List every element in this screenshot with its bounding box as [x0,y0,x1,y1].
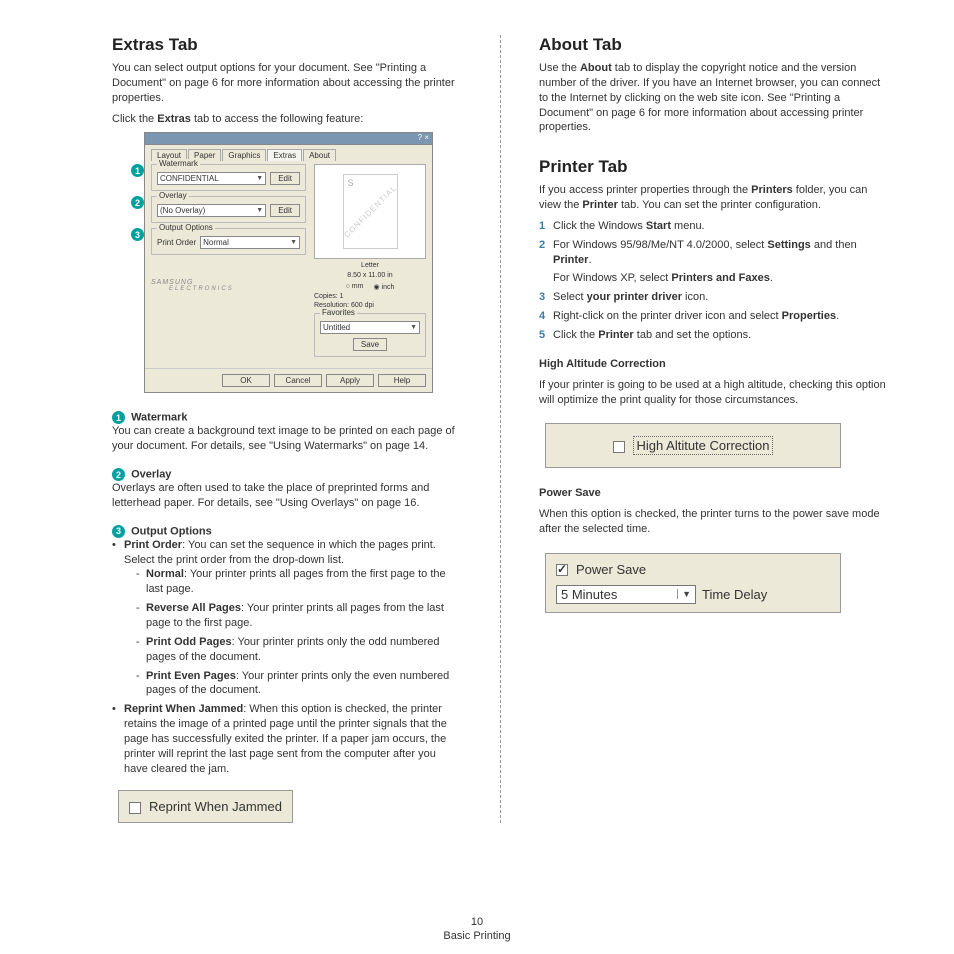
ps-label: Power Save [576,562,646,577]
page: Extras Tab You can select output options… [0,0,954,823]
page-footer: 10 Basic Printing [0,916,954,942]
ps-heading: Power Save [539,486,889,501]
ps-time-select[interactable]: 5 Minutes▼ [556,585,696,604]
hac-body: If your printer is going to be used at a… [539,378,889,408]
cancel-button[interactable]: Cancel [274,374,322,387]
hac-heading: High Altitude Correction [539,357,889,372]
save-favorite-button[interactable]: Save [353,338,387,351]
output-section: 3 Output Options [112,525,462,538]
heading-printer: Printer Tab [539,157,889,177]
watermark-body: You can create a background text image t… [112,424,462,454]
group-watermark: Watermark CONFIDENTIAL▼ Edit [151,164,306,191]
dialog-footer: OK Cancel Apply Help [145,368,432,392]
extras-click: Click the Extras tab to access the follo… [112,112,462,127]
group-favorites: Favorites Untitled▼ Save [314,313,426,357]
overlay-body: Overlays are often used to take the plac… [112,481,462,511]
page-preview: S CONFIDENTIAL [314,164,426,259]
group-output: Output Options Print Order Normal▼ [151,228,306,255]
tab-extras[interactable]: Extras [267,149,302,161]
hac-checkbox[interactable] [613,441,625,453]
group-overlay: Overlay (No Overlay)▼ Edit [151,196,306,223]
section-name: Basic Printing [0,930,954,942]
extras-dialog: ? × Layout Paper Graphics Extras About 1… [144,132,433,393]
paper-dim: 8.50 x 11.00 in [314,272,426,279]
favorites-select[interactable]: Untitled▼ [320,321,420,334]
num-2-icon: 2 [112,468,125,481]
callout-2-icon: 2 [131,196,144,209]
dialog-titlebar: ? × [145,133,432,145]
overlay-select[interactable]: (No Overlay)▼ [157,204,266,217]
output-list: Print Order: You can set the sequence in… [112,538,462,777]
left-column: Extras Tab You can select output options… [112,35,462,823]
tab-about[interactable]: About [303,149,336,161]
num-1-icon: 1 [112,411,125,424]
heading-extras: Extras Tab [112,35,462,55]
overlay-edit-button[interactable]: Edit [270,204,300,217]
watermark-edit-button[interactable]: Edit [270,172,300,185]
print-order-select[interactable]: Normal▼ [200,236,300,249]
watermark-section: 1 Watermark [112,411,462,424]
ps-body: When this option is checked, the printer… [539,507,889,537]
help-button[interactable]: Help [378,374,426,387]
ps-ui: Power Save 5 Minutes▼ Time Delay [545,553,841,613]
num-3-icon: 3 [112,525,125,538]
heading-about: About Tab [539,35,889,55]
overlay-section: 2 Overlay [112,468,462,481]
about-body: Use the About tab to display the copyrig… [539,61,889,135]
ok-button[interactable]: OK [222,374,270,387]
brand-logo: SAMSUNGELECTRONICS [151,279,306,292]
copies-label: Copies: 1 [314,293,426,300]
unit-radios[interactable]: ○ mm ◉ inch [314,283,426,291]
hac-label: High Altitute Correction [633,436,774,455]
hac-ui: High Altitute Correction [545,423,841,468]
ps-checkbox[interactable] [556,564,568,576]
step-1: 1Click the Windows Start menu. [539,219,889,234]
tab-graphics[interactable]: Graphics [222,149,266,161]
step-2-sub: For Windows XP, select Printers and Faxe… [553,271,889,286]
callout-3-icon: 3 [131,228,144,241]
reprint-checkbox-ui: Reprint When Jammed [118,790,293,823]
step-4: 4Right-click on the printer driver icon … [539,309,889,324]
reprint-label: Reprint When Jammed [149,799,282,814]
apply-button[interactable]: Apply [326,374,374,387]
printer-intro: If you access printer properties through… [539,183,889,213]
extras-intro: You can select output options for your d… [112,61,462,106]
callout-1-icon: 1 [131,164,144,177]
right-column: About Tab Use the About tab to display t… [539,35,889,823]
watermark-select[interactable]: CONFIDENTIAL▼ [157,172,266,185]
step-3: 3Select your printer driver icon. [539,290,889,305]
step-5: 5Click the Printer tab and set the optio… [539,328,889,343]
page-number: 10 [0,916,954,928]
column-divider [500,35,501,823]
reprint-checkbox[interactable] [129,802,141,814]
ps-delay-label: Time Delay [702,587,767,602]
step-2: 2For Windows 95/98/Me/NT 4.0/2000, selec… [539,238,889,268]
paper-size: Letter [314,262,426,269]
